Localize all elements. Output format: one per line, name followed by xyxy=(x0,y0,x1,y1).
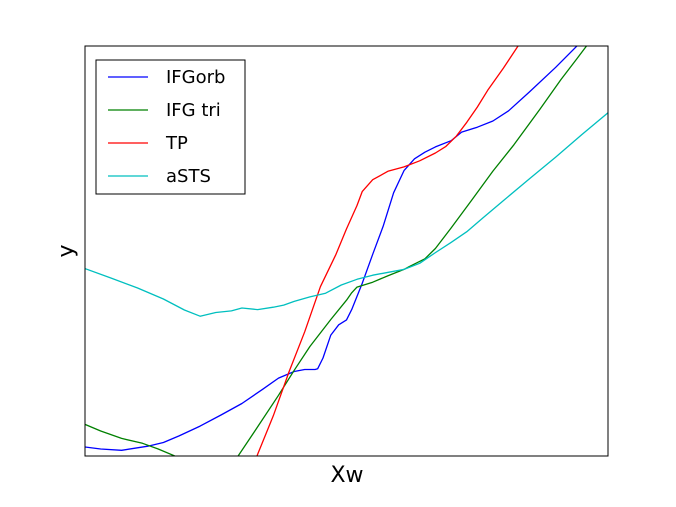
x-axis-label: Xw xyxy=(330,463,363,488)
series-line-ifgorb xyxy=(85,46,578,451)
plot-lines xyxy=(85,46,608,456)
series-line-tp xyxy=(256,46,519,456)
plot-frame xyxy=(84,45,609,457)
legend: IFGorb IFG tri TP aSTS xyxy=(95,59,246,195)
y-axis-label: y xyxy=(54,244,79,257)
legend-label: aSTS xyxy=(166,166,211,187)
series-line-ifg-tri xyxy=(85,46,588,456)
legend-label: IFG tri xyxy=(166,100,221,121)
series-line-asts xyxy=(85,112,608,317)
legend-label: TP xyxy=(165,133,188,154)
legend-label: IFGorb xyxy=(166,67,225,88)
legend-box xyxy=(95,59,246,195)
